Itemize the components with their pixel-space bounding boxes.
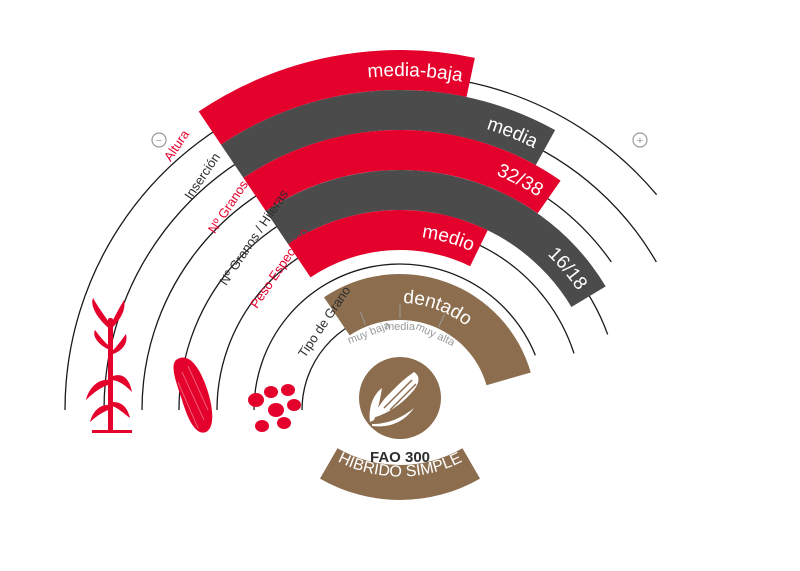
scale-tick-mark xyxy=(438,313,446,327)
band-1: media-baja xyxy=(198,50,475,145)
band-shape xyxy=(198,50,475,145)
scale-max-marker: + xyxy=(632,132,648,148)
corn-badge-icon xyxy=(359,357,441,439)
scale-tick-mark xyxy=(359,311,366,325)
corn-plant-icon xyxy=(86,298,132,433)
band-shape xyxy=(323,274,531,386)
band-shape xyxy=(288,210,488,278)
band-shape xyxy=(221,89,556,178)
row-label: Altura xyxy=(161,127,193,164)
band-shape xyxy=(243,129,561,214)
band-shape xyxy=(265,169,606,307)
scale-tick-label: media xyxy=(385,321,416,333)
corn-cob-icon xyxy=(173,357,213,433)
scale-min-marker: − xyxy=(151,132,167,148)
row-label: Inserción xyxy=(181,150,223,202)
row-label: Nº Granos xyxy=(205,177,251,236)
fao-label: FAO 300 xyxy=(370,449,430,466)
reference-arc xyxy=(253,263,536,411)
band-5: medio xyxy=(288,210,488,278)
kernels-icon xyxy=(248,384,301,432)
scale-min-symbol: − xyxy=(156,135,162,147)
hybrid-band-shape xyxy=(320,448,480,500)
scale-max-symbol: + xyxy=(637,135,643,147)
